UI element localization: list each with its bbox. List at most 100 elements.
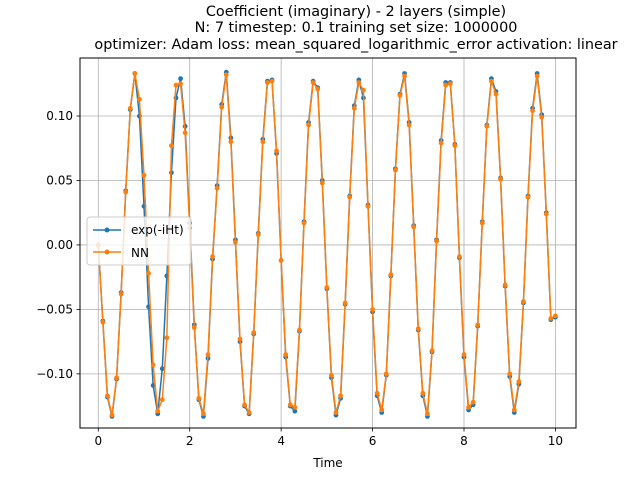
legend: exp(-iHt) NN (86, 216, 192, 266)
data-point-nn (548, 316, 554, 321)
x-tick-label: 0 (94, 434, 102, 448)
data-point-nn (521, 299, 526, 305)
data-point-nn (219, 104, 225, 110)
data-point-nn (297, 327, 302, 333)
data-point-nn (324, 285, 330, 290)
data-point-nn (123, 189, 129, 195)
data-point-nn (511, 407, 517, 413)
data-point-nn (306, 122, 311, 128)
data-point-nn (301, 220, 307, 226)
data-point-nn (530, 108, 535, 114)
data-point-nn (141, 172, 147, 178)
x-tick-label: 4 (277, 434, 285, 448)
data-point-nn (233, 239, 238, 245)
data-point-nn (178, 81, 183, 87)
data-point-nn (457, 254, 462, 259)
data-point-nn (292, 404, 298, 410)
series-layer (95, 69, 558, 419)
data-point-nn (461, 352, 467, 357)
data-point-nn (246, 410, 252, 415)
data-point-nn (242, 402, 247, 408)
data-point-nn (502, 282, 508, 288)
data-point-nn (475, 322, 481, 328)
data-point-nn (447, 81, 453, 87)
x-tick-label: 10 (548, 434, 563, 448)
y-tick-label: −0.10 (36, 367, 73, 381)
data-point-nn (553, 313, 558, 319)
data-point-nn (228, 139, 234, 145)
data-point-exp (292, 408, 298, 414)
data-point-nn (338, 393, 343, 399)
x-tick-label: 2 (186, 434, 194, 448)
data-point-nn (196, 395, 202, 401)
data-point-nn (543, 211, 549, 217)
y-tick-label: −0.05 (36, 302, 73, 316)
data-point-nn (278, 258, 284, 263)
data-point-nn (329, 372, 334, 378)
data-point-nn (393, 167, 398, 173)
data-point-nn (539, 114, 545, 120)
data-point-nn (342, 300, 348, 306)
x-tick-label: 6 (369, 434, 377, 448)
data-point-nn (137, 96, 142, 102)
y-tick-label: 0.05 (46, 173, 73, 187)
data-point-nn (269, 78, 275, 84)
data-point-nn (274, 148, 279, 154)
data-point-nn (516, 379, 522, 384)
data-point-nn (333, 410, 339, 415)
legend-label-exp: exp(-iHt) (131, 223, 184, 237)
data-point-nn (374, 390, 380, 396)
data-point-nn (379, 407, 385, 413)
data-point-nn (370, 306, 375, 312)
chart-title-line-1: Coefficient (imaginary) - 2 layers (simp… (206, 4, 506, 20)
x-tick-label: 8 (460, 434, 468, 448)
data-point-nn (365, 203, 371, 209)
data-point-nn (383, 371, 389, 377)
data-point-nn (164, 335, 170, 341)
data-point-nn (237, 336, 243, 342)
data-point-nn (169, 143, 174, 149)
data-point-nn (191, 325, 197, 330)
data-point-nn (397, 92, 403, 98)
data-point-nn (223, 72, 229, 78)
data-point-nn (255, 232, 261, 238)
data-point-nn (415, 326, 421, 332)
y-axis: −0.10 −0.05 0.00 0.05 0.10 (36, 109, 80, 381)
data-point-nn (319, 180, 325, 186)
data-point-exp (178, 76, 183, 82)
data-point-nn (434, 238, 439, 244)
data-point-nn (361, 87, 366, 93)
data-point-nn (260, 139, 266, 145)
legend-box (86, 216, 192, 266)
data-point-nn (347, 194, 353, 200)
data-point-nn (406, 122, 412, 128)
data-point-nn (356, 80, 362, 85)
data-point-nn (182, 130, 188, 136)
data-point-nn (470, 399, 476, 405)
legend-marker-exp (104, 227, 110, 233)
data-point-nn (525, 194, 531, 200)
data-point-nn (534, 73, 540, 79)
data-point-nn (388, 272, 394, 277)
data-point-nn (265, 80, 270, 85)
data-point-nn (466, 404, 471, 410)
data-point-nn (425, 411, 430, 417)
data-point-nn (201, 411, 206, 417)
data-point-nn (100, 319, 106, 325)
legend-label-nn: NN (131, 246, 149, 260)
legend-marker-nn (104, 249, 110, 255)
data-point-nn (205, 352, 211, 357)
data-point-nn (214, 185, 220, 191)
data-point-nn (315, 86, 321, 92)
data-point-nn (479, 220, 485, 226)
data-point-nn (251, 330, 257, 335)
data-point-nn (159, 397, 165, 403)
y-tick-label: 0.00 (46, 238, 73, 252)
data-point-nn (283, 352, 289, 357)
data-point-nn (429, 348, 435, 354)
y-tick-label: 0.10 (46, 109, 73, 123)
x-axis: 0 2 4 6 8 10 (94, 428, 563, 448)
data-point-nn (484, 123, 490, 129)
data-point-nn (105, 393, 110, 399)
